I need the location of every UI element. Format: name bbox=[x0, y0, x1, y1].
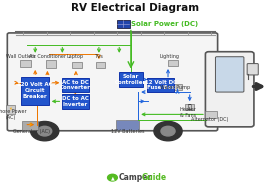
Text: Water Pump: Water Pump bbox=[160, 85, 190, 90]
FancyBboxPatch shape bbox=[117, 20, 130, 28]
FancyBboxPatch shape bbox=[205, 111, 217, 118]
Text: Solar
Controller: Solar Controller bbox=[115, 74, 146, 85]
Text: 🔥: 🔥 bbox=[188, 104, 191, 110]
Text: ⚡: ⚡ bbox=[27, 122, 32, 128]
Text: AC to DC
Converter: AC to DC Converter bbox=[60, 80, 91, 91]
FancyBboxPatch shape bbox=[72, 62, 82, 68]
FancyBboxPatch shape bbox=[7, 33, 218, 131]
FancyBboxPatch shape bbox=[247, 64, 258, 75]
Text: DC to AC
Inverter: DC to AC Inverter bbox=[62, 96, 89, 107]
Text: RV Electrical Diagram: RV Electrical Diagram bbox=[72, 3, 199, 13]
FancyBboxPatch shape bbox=[173, 84, 182, 90]
Text: Wall Outlets: Wall Outlets bbox=[5, 54, 35, 59]
FancyBboxPatch shape bbox=[46, 60, 56, 68]
Text: Guide: Guide bbox=[141, 173, 167, 182]
FancyBboxPatch shape bbox=[185, 104, 194, 110]
Text: 12V Batteries: 12V Batteries bbox=[111, 129, 144, 134]
FancyBboxPatch shape bbox=[215, 57, 244, 92]
Circle shape bbox=[154, 121, 182, 141]
Text: 120 Volt AC
Circuit
Breaker: 120 Volt AC Circuit Breaker bbox=[17, 82, 53, 99]
Text: Solar Power (DC): Solar Power (DC) bbox=[131, 21, 199, 27]
Text: Air Conditioner: Air Conditioner bbox=[29, 54, 66, 59]
Text: Lighting: Lighting bbox=[159, 54, 179, 59]
Text: ⚡: ⚡ bbox=[9, 107, 13, 112]
Text: Alternator (DC): Alternator (DC) bbox=[191, 118, 229, 122]
Text: TVs: TVs bbox=[95, 54, 103, 59]
FancyBboxPatch shape bbox=[116, 120, 139, 130]
FancyBboxPatch shape bbox=[22, 121, 38, 130]
FancyBboxPatch shape bbox=[147, 78, 174, 92]
Circle shape bbox=[38, 126, 52, 136]
FancyBboxPatch shape bbox=[62, 94, 89, 109]
Text: Camper: Camper bbox=[118, 173, 152, 182]
Text: 12 Volt DC
Fuse Box: 12 Volt DC Fuse Box bbox=[144, 80, 177, 91]
FancyBboxPatch shape bbox=[62, 78, 89, 92]
FancyBboxPatch shape bbox=[96, 62, 105, 68]
Text: Heater
& Fans: Heater & Fans bbox=[180, 107, 197, 118]
Circle shape bbox=[108, 174, 117, 181]
FancyBboxPatch shape bbox=[20, 60, 31, 67]
FancyBboxPatch shape bbox=[6, 105, 15, 114]
Text: ▲: ▲ bbox=[111, 175, 114, 180]
Circle shape bbox=[31, 121, 59, 141]
FancyBboxPatch shape bbox=[21, 77, 49, 105]
Text: Shore Power
(AC): Shore Power (AC) bbox=[0, 109, 26, 120]
FancyBboxPatch shape bbox=[205, 52, 254, 127]
Text: Laptop: Laptop bbox=[66, 54, 83, 59]
Circle shape bbox=[161, 126, 175, 136]
Text: Generator (AC): Generator (AC) bbox=[13, 129, 50, 134]
FancyBboxPatch shape bbox=[119, 72, 143, 87]
FancyBboxPatch shape bbox=[168, 60, 178, 66]
